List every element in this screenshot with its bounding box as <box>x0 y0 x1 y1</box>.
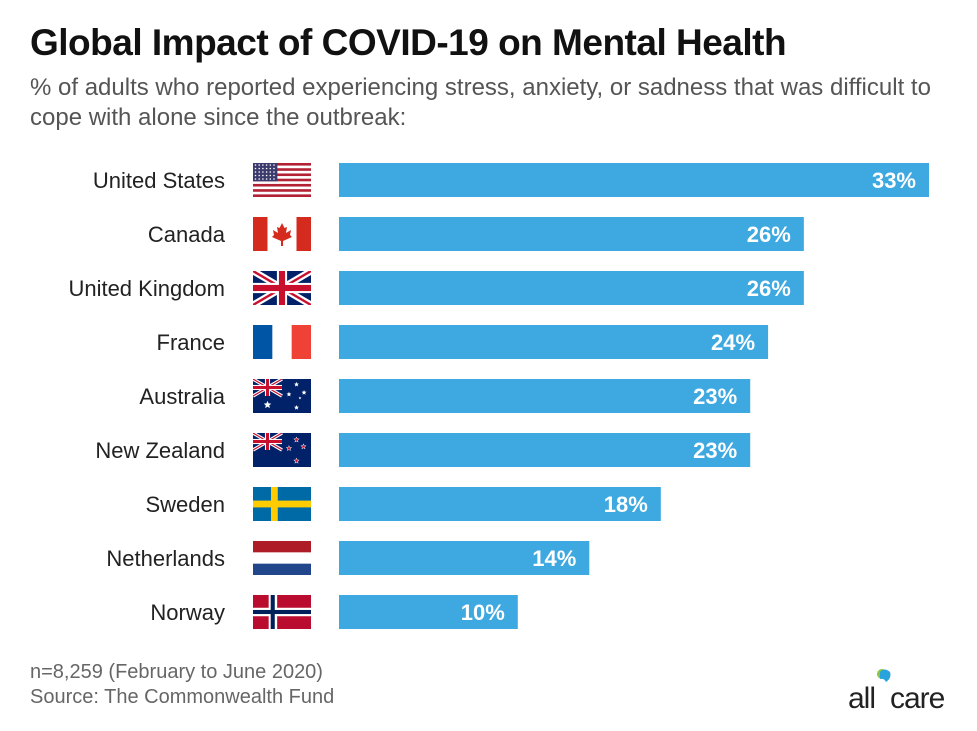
value-label: 24% <box>711 330 755 355</box>
bar-row: United States 33% <box>93 163 929 197</box>
category-label: Netherlands <box>106 546 225 571</box>
allcare-logo: all care <box>848 669 946 715</box>
bar-row: Sweden 18% <box>145 487 661 521</box>
source-note: Source: The Commonwealth Fund <box>30 686 335 708</box>
bar <box>339 595 518 629</box>
bar <box>339 217 804 251</box>
svg-text:all: all <box>848 682 875 715</box>
bar-row: Canada 26% <box>148 217 804 251</box>
category-label: United Kingdom <box>68 276 225 301</box>
bar-row: Australia 23% <box>139 379 751 413</box>
bar-row: Netherlands 14% <box>106 541 590 575</box>
chart-title: Global Impact of COVID-19 on Mental Heal… <box>30 22 787 63</box>
us-flag-icon <box>253 163 311 197</box>
bar-row: France 24% <box>157 325 769 359</box>
value-label: 23% <box>693 384 737 409</box>
value-label: 33% <box>872 168 916 193</box>
value-label: 26% <box>747 276 791 301</box>
category-label: Australia <box>139 384 225 409</box>
category-label: United States <box>93 168 225 193</box>
bar-row: United Kingdom 26% <box>68 271 804 305</box>
value-label: 26% <box>747 222 791 247</box>
value-label: 18% <box>604 492 648 517</box>
bar <box>339 325 769 359</box>
category-label: Norway <box>150 600 225 625</box>
bar <box>339 163 929 197</box>
category-label: France <box>157 330 225 355</box>
netherlands-flag-icon <box>253 541 311 575</box>
uk-flag-icon <box>253 271 311 305</box>
canada-flag-icon <box>253 217 311 251</box>
category-label: Canada <box>148 222 226 247</box>
value-label: 23% <box>693 438 737 463</box>
footer: n=8,259 (February to June 2020) Source: … <box>30 660 334 710</box>
category-label: Sweden <box>145 492 225 517</box>
chart-subtitle: % of adults who reported experiencing st… <box>30 74 931 131</box>
bar-row: Norway 10% <box>150 595 518 629</box>
sample-note: n=8,259 (February to June 2020) <box>30 661 323 683</box>
bar-chart: United States 33% Canada 26% United Kingdom 2… <box>68 163 929 629</box>
value-label: 10% <box>461 600 505 625</box>
value-label: 14% <box>532 546 576 571</box>
australia-flag-icon <box>253 379 311 413</box>
bar <box>339 379 751 413</box>
bar-row: New Zealand 23% <box>95 433 751 467</box>
svg-text:care: care <box>890 682 945 715</box>
bar <box>339 271 804 305</box>
sweden-flag-icon <box>253 487 311 521</box>
new-zealand-flag-icon <box>253 433 311 467</box>
france-flag-icon <box>253 325 311 359</box>
bar <box>339 541 590 575</box>
norway-flag-icon <box>253 595 311 629</box>
bar <box>339 433 751 467</box>
category-label: New Zealand <box>95 438 225 463</box>
bar <box>339 487 661 521</box>
